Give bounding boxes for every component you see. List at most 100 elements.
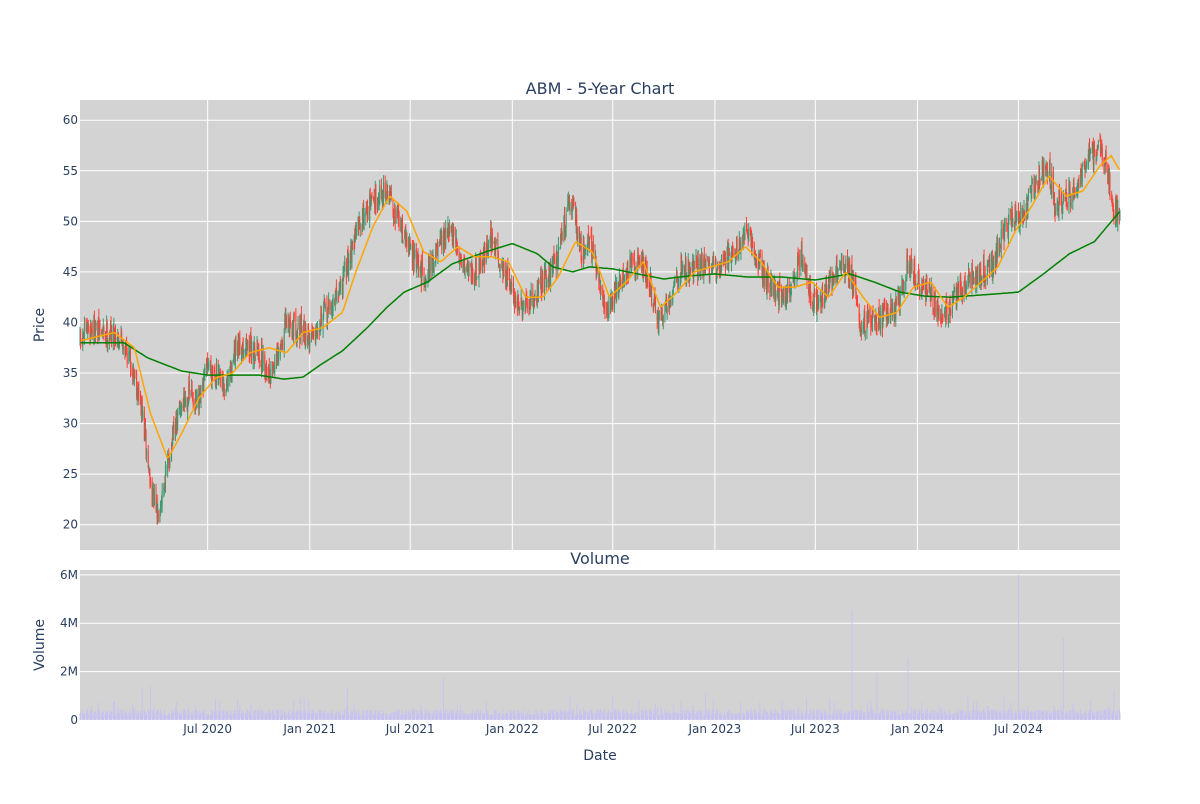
candle-body bbox=[310, 332, 312, 336]
volume-bar bbox=[409, 713, 411, 720]
candle-body bbox=[307, 325, 309, 342]
volume-bar bbox=[641, 710, 643, 720]
candle-body bbox=[987, 263, 989, 267]
volume-bar bbox=[856, 710, 858, 720]
candle-body bbox=[906, 255, 908, 279]
volume-bar bbox=[1070, 715, 1072, 720]
volume-bar bbox=[959, 711, 961, 720]
volume-bar bbox=[968, 715, 969, 720]
candle-body bbox=[89, 329, 91, 338]
volume-bar bbox=[697, 711, 699, 720]
volume-bar bbox=[183, 712, 185, 720]
volume-bar bbox=[266, 713, 268, 720]
candle-body bbox=[797, 253, 799, 259]
candle-body bbox=[1107, 170, 1109, 182]
volume-bar bbox=[598, 711, 600, 720]
candle-body bbox=[429, 254, 431, 274]
volume-bar bbox=[1003, 695, 1005, 720]
volume-bar bbox=[187, 710, 189, 720]
candle-body bbox=[684, 259, 686, 267]
volume-bar bbox=[581, 715, 583, 720]
candle-body bbox=[254, 357, 256, 359]
volume-bar bbox=[645, 709, 647, 720]
candle-body bbox=[1057, 206, 1059, 212]
volume-bar bbox=[516, 710, 518, 720]
candle-body bbox=[1068, 186, 1070, 188]
candle-body bbox=[867, 314, 869, 319]
volume-bar bbox=[544, 714, 546, 720]
candle-body bbox=[975, 269, 977, 282]
candle-body bbox=[984, 274, 986, 278]
volume-bar bbox=[83, 712, 85, 720]
volume-bar bbox=[932, 710, 934, 720]
candle-body bbox=[982, 260, 984, 276]
volume-bar bbox=[1112, 712, 1114, 720]
candle-body bbox=[800, 244, 802, 249]
candle-body bbox=[381, 192, 383, 204]
volume-bar bbox=[928, 713, 930, 720]
volume-bar bbox=[334, 715, 336, 720]
candle-body bbox=[626, 265, 628, 277]
volume-bar bbox=[363, 715, 365, 720]
volume-bar bbox=[700, 713, 702, 720]
volume-bar bbox=[150, 686, 151, 720]
volume-bar bbox=[984, 713, 986, 720]
volume-bar bbox=[797, 713, 799, 720]
candle-body bbox=[743, 233, 745, 235]
volume-bar bbox=[313, 712, 315, 720]
volume-bar bbox=[634, 715, 636, 720]
volume-bar bbox=[1046, 709, 1048, 720]
volume-bar bbox=[879, 713, 881, 720]
candle-body bbox=[471, 264, 473, 277]
volume-bar bbox=[731, 711, 733, 720]
volume-bar bbox=[1074, 714, 1075, 720]
candle-body bbox=[1092, 142, 1094, 165]
candle-body bbox=[536, 298, 538, 303]
candle-body bbox=[386, 184, 388, 197]
volume-bar bbox=[919, 712, 921, 720]
volume-bar bbox=[727, 710, 729, 720]
candle-body bbox=[118, 343, 120, 349]
volume-bar bbox=[234, 714, 236, 720]
candle-body bbox=[541, 291, 543, 295]
volume-bar bbox=[594, 713, 596, 720]
volume-bar bbox=[889, 715, 891, 720]
candle-body bbox=[229, 374, 231, 379]
volume-bar bbox=[1096, 715, 1098, 720]
volume-bar bbox=[413, 711, 415, 720]
volume-bar bbox=[731, 714, 732, 720]
volume-bar bbox=[363, 709, 365, 720]
volume-bar bbox=[415, 714, 417, 720]
candle-body bbox=[1000, 229, 1002, 250]
candle-body bbox=[650, 275, 652, 294]
volume-bar bbox=[727, 711, 729, 720]
candle-body bbox=[221, 378, 223, 383]
candle-body bbox=[945, 302, 947, 320]
candle-body bbox=[591, 253, 593, 261]
volume-bar bbox=[630, 712, 631, 720]
volume-bar bbox=[358, 712, 360, 720]
volume-bar bbox=[374, 710, 376, 720]
volume-bar bbox=[910, 706, 912, 720]
candle-body bbox=[264, 354, 266, 372]
candle-body bbox=[136, 371, 138, 396]
volume-bar bbox=[637, 711, 639, 720]
candle-body bbox=[369, 194, 371, 222]
candle-body bbox=[1076, 187, 1078, 191]
volume-bar bbox=[815, 710, 817, 720]
volume-bar bbox=[781, 714, 782, 720]
candle-body bbox=[903, 282, 905, 294]
volume-bar bbox=[835, 714, 837, 720]
candle-body bbox=[380, 184, 382, 193]
candle-body bbox=[409, 238, 411, 252]
candle-body bbox=[905, 280, 907, 282]
candle-body bbox=[208, 365, 210, 367]
volume-bar bbox=[454, 714, 456, 720]
candle-body bbox=[565, 226, 567, 230]
volume-bar bbox=[739, 713, 741, 720]
candle-body bbox=[1087, 153, 1089, 166]
volume-bar bbox=[297, 709, 298, 720]
volume-bar bbox=[257, 711, 259, 720]
candle-body bbox=[832, 278, 834, 284]
volume-bar bbox=[585, 711, 587, 720]
